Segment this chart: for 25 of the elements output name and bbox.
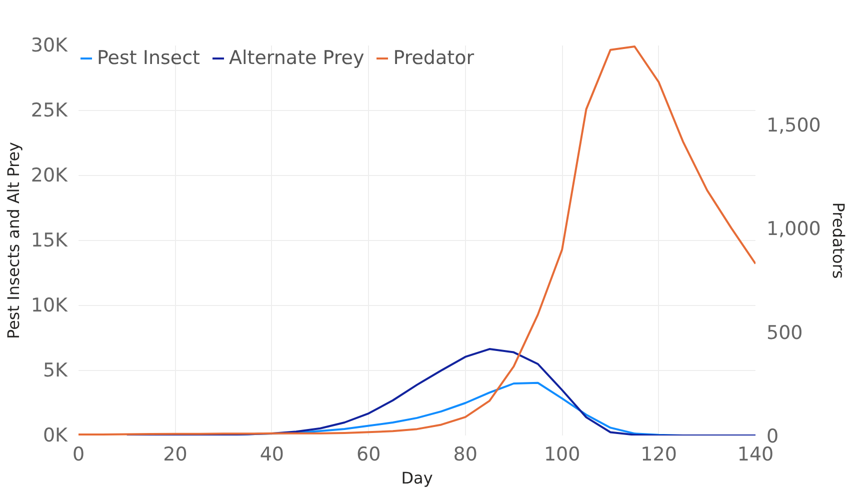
line-series: [126, 348, 756, 436]
legend-label: Pest Insect: [97, 47, 200, 69]
x-tick-label: 100: [544, 444, 580, 466]
line-series: [78, 46, 756, 436]
y-tick-label: 5K: [42, 360, 68, 382]
legend-label: Predator: [393, 47, 474, 69]
x-tick-label: 60: [356, 444, 381, 466]
y2-tick-label: 1,500: [766, 114, 821, 136]
x-tick-label: 120: [640, 444, 677, 466]
x-tick-label: 80: [453, 444, 478, 466]
x-tick-label: 0: [72, 444, 85, 466]
y2-tick-label: 1,000: [766, 218, 821, 240]
x-axis-title: Day: [401, 468, 433, 488]
y-tick-label: 25K: [30, 100, 68, 122]
y2-tick-label: 500: [766, 322, 803, 344]
x-tick-label: 40: [260, 444, 284, 466]
y-tick-label: 10K: [30, 294, 68, 316]
x-tick-label: 20: [163, 444, 188, 466]
y-tick-label: 15K: [30, 230, 68, 252]
y-tick-label: 0K: [42, 424, 68, 446]
y-tick-label: 30K: [30, 34, 68, 56]
legend-label: Alternate Prey: [229, 47, 364, 69]
y-axis-title: Pest Insects and Alt Prey: [4, 142, 23, 339]
y-tick-label: 20K: [30, 164, 68, 186]
y2-axis-title: Predators: [828, 202, 848, 279]
